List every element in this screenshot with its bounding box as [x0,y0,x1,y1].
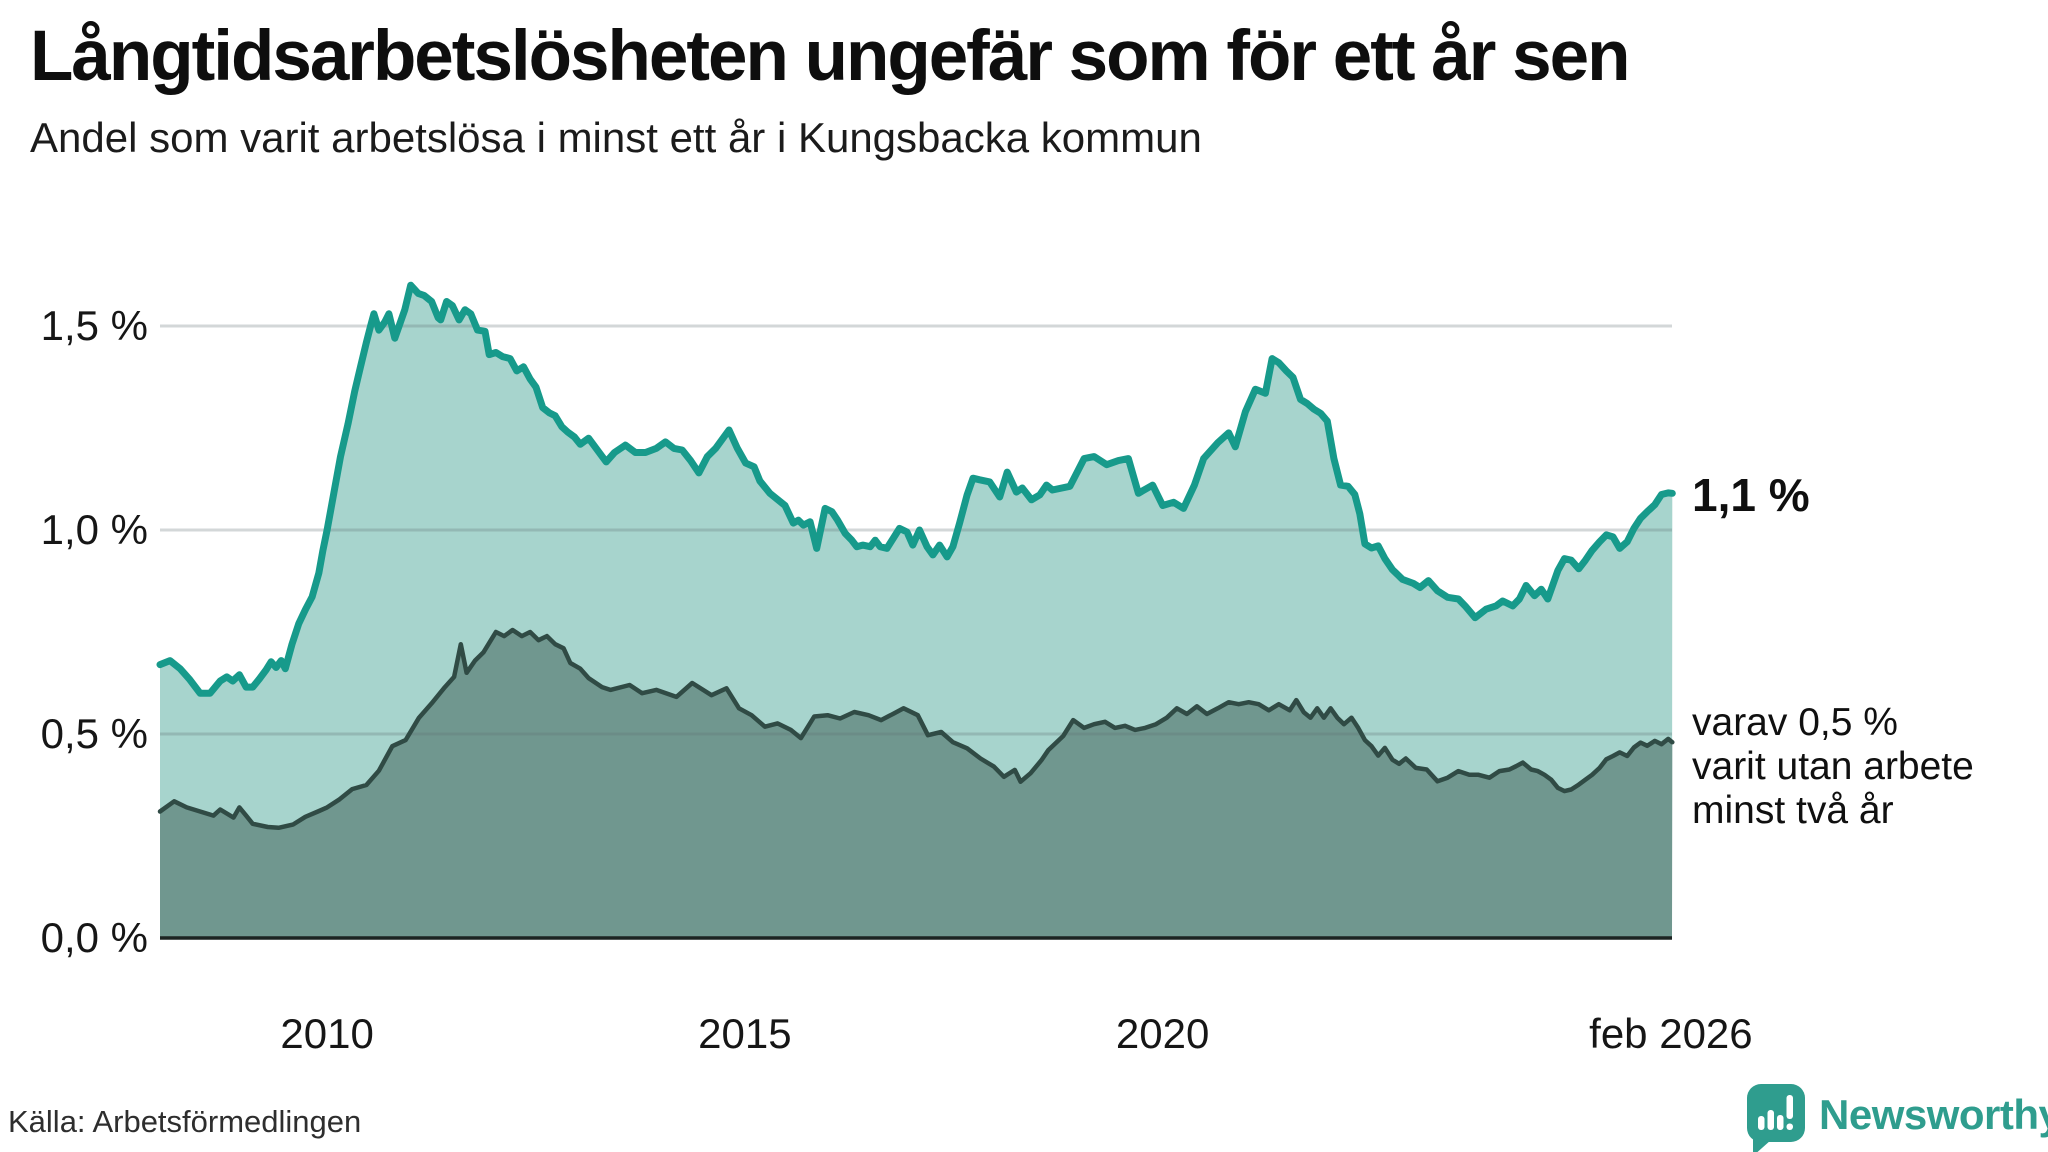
x-tick-label: 2020 [1115,1010,1210,1057]
line-one-year [156,281,1676,697]
y-tick-label: 1,0 % [40,506,148,553]
newsworthy-logo-text: Newsworthy [1819,1091,2048,1138]
source-note: Källa: Arbetsförmedlingen [8,1104,362,1139]
line-two-years [157,627,1675,831]
newsworthy-logo: Newsworthy [1747,1084,2048,1152]
y-tick-label: 0,0 % [40,914,148,961]
series2-annotation-label: varav 0,5 % varit utan arbete minst två … [1692,701,1974,832]
y-tick-label: 0,5 % [40,710,148,757]
x-tick-label: 2015 [698,1010,792,1057]
x-tick-label: 2010 [280,1010,374,1057]
x-tick-label: feb 2026 [1589,1010,1753,1057]
series-end-value-label: 1,1 % [1692,469,1810,521]
page-title: Långtidsarbetslösheten ungefär som för e… [30,17,1630,96]
y-tick-label: 1,5 % [40,302,148,349]
chart-subtitle: Andel som varit arbetslösa i minst ett å… [30,114,1202,161]
newsworthy-logo-icon [1747,1084,1805,1152]
